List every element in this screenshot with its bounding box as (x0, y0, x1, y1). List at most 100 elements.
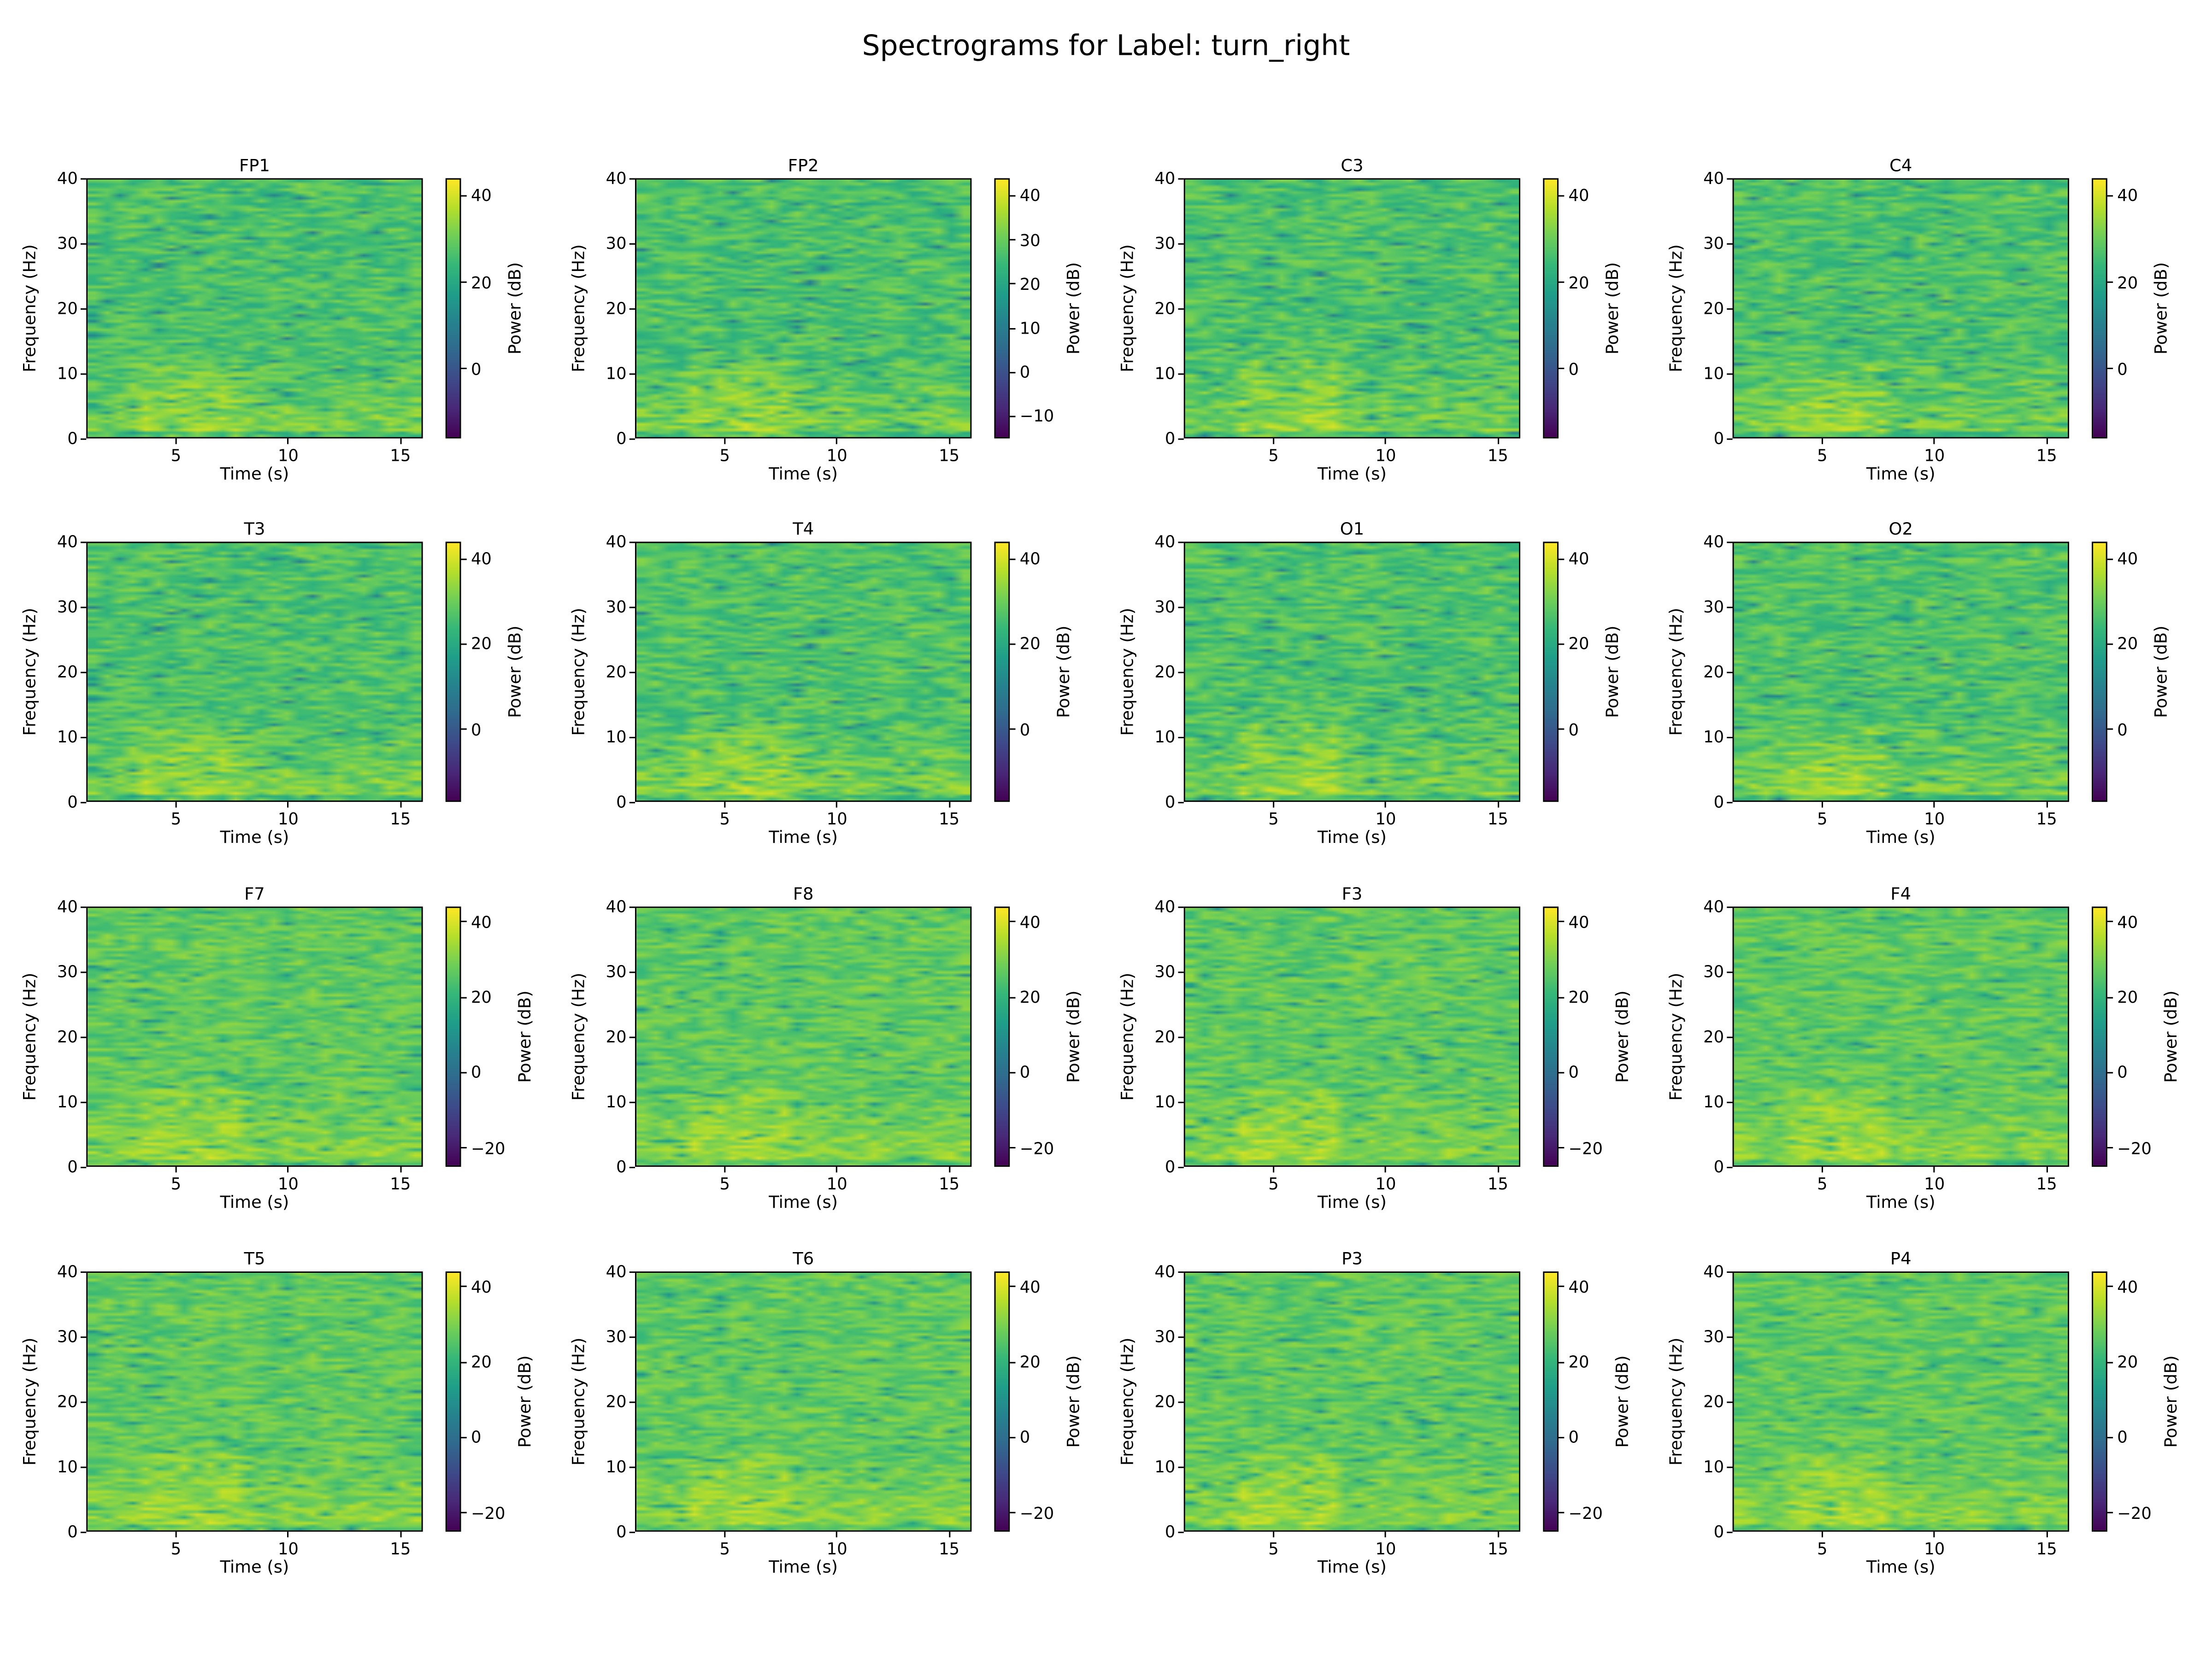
y-tick (1178, 437, 1184, 439)
colorbar-label: Power (dB) (1602, 625, 1623, 718)
colorbar (2092, 906, 2107, 1167)
x-tick-label: 15 (390, 445, 411, 465)
colorbar-tick-label: 20 (1019, 274, 1041, 294)
colorbar-tick (1559, 194, 1565, 196)
colorbar-tick (1010, 996, 1016, 998)
spectrogram-image (88, 543, 422, 801)
y-tick-label: 30 (1703, 961, 1724, 982)
colorbar-tick (461, 194, 467, 196)
spectrogram-image (636, 1273, 971, 1530)
panel-title: T3 (244, 519, 265, 539)
colorbar (994, 1271, 1010, 1532)
colorbar-tick-label: 40 (1019, 186, 1041, 206)
y-tick-label: 0 (1165, 1522, 1176, 1542)
y-tick-label: 20 (1703, 1027, 1724, 1047)
x-tick-label: 10 (277, 809, 299, 829)
x-tick (1497, 438, 1499, 444)
colorbar (1543, 906, 1559, 1167)
y-tick (629, 1531, 635, 1533)
colorbar-tick-label: 0 (471, 1427, 482, 1447)
y-tick (1727, 971, 1733, 972)
x-axis-label: Time (s) (1866, 1192, 1936, 1212)
panel-title: P3 (1341, 1248, 1363, 1269)
colorbar-tick-label: 20 (1568, 1352, 1589, 1372)
x-tick-label: 15 (390, 1174, 411, 1194)
colorbar-label: Power (dB) (1612, 1355, 1632, 1448)
y-axis-label: Frequency (Hz) (568, 972, 588, 1101)
y-tick-label: 30 (1154, 961, 1176, 982)
colorbar (445, 541, 461, 802)
colorbar-tick-label: 0 (2117, 359, 2128, 379)
colorbar-tick (1010, 643, 1016, 645)
y-tick (1727, 307, 1733, 309)
x-tick (287, 1531, 289, 1538)
y-axis-label: Frequency (Hz) (1117, 1337, 1137, 1466)
x-tick-label: 5 (171, 1539, 182, 1559)
spectrogram-image (1185, 908, 1519, 1165)
x-tick (1272, 802, 1275, 808)
y-tick-label: 10 (1154, 1457, 1176, 1477)
x-tick-label: 15 (2036, 1539, 2057, 1559)
colorbar-label: Power (dB) (1053, 625, 1074, 718)
y-tick (1178, 1166, 1184, 1168)
panel-title: F8 (793, 884, 814, 904)
y-tick (1178, 801, 1184, 803)
colorbar-tick-label: 10 (1019, 318, 1041, 338)
x-tick-label: 10 (277, 445, 299, 465)
colorbar-label: Power (dB) (515, 1355, 535, 1448)
y-tick (1178, 671, 1184, 673)
y-tick (629, 1166, 635, 1168)
colorbar-tick (1559, 1071, 1565, 1073)
y-tick (1178, 1531, 1184, 1533)
x-tick (1934, 438, 1936, 444)
y-tick (629, 1101, 635, 1103)
colorbar-tick-label: 20 (1568, 987, 1589, 1007)
colorbar-tick-label: 40 (471, 912, 492, 932)
y-tick-label: 20 (1154, 1391, 1176, 1412)
x-tick-label: 10 (826, 1174, 847, 1194)
x-tick-label: 10 (1375, 1539, 1396, 1559)
x-tick (948, 438, 950, 444)
spectrogram-image (1185, 1273, 1519, 1530)
y-axis-label: Frequency (Hz) (1666, 1337, 1686, 1466)
colorbar (2092, 1271, 2107, 1532)
colorbar-tick-label: 0 (471, 719, 482, 740)
y-tick-label: 40 (1703, 168, 1724, 188)
colorbar-label: Power (dB) (1063, 262, 1083, 355)
colorbar-tick-label: 20 (1019, 1352, 1041, 1372)
y-tick-label: 20 (57, 298, 78, 318)
y-tick-label: 30 (57, 1326, 78, 1347)
spectrogram-axes-FP2 (635, 178, 972, 439)
y-tick (80, 1531, 87, 1533)
y-tick (80, 242, 87, 244)
x-axis-label: Time (s) (1866, 1557, 1936, 1577)
y-tick-label: 20 (57, 1391, 78, 1412)
x-axis-label: Time (s) (1318, 1192, 1387, 1212)
spectrogram-axes-T3 (86, 541, 423, 802)
y-tick (629, 1271, 635, 1272)
y-tick-label: 10 (606, 727, 627, 747)
y-tick-label: 10 (1703, 727, 1724, 747)
colorbar-label: Power (dB) (2151, 625, 2171, 718)
spectrogram-axes-F8 (635, 906, 972, 1167)
y-tick (629, 906, 635, 907)
x-tick-label: 10 (1924, 1539, 1945, 1559)
y-tick-label: 10 (606, 363, 627, 383)
x-axis-label: Time (s) (1318, 1557, 1387, 1577)
x-axis-label: Time (s) (769, 1192, 838, 1212)
x-tick (2046, 802, 2047, 808)
spectrogram-axes-C3 (1183, 178, 1521, 439)
y-tick (1727, 801, 1733, 803)
panel-title: FP2 (788, 155, 819, 176)
y-tick (1178, 1466, 1184, 1468)
colorbar-tick (1559, 1436, 1565, 1438)
y-tick (1178, 372, 1184, 374)
y-tick-label: 10 (57, 1457, 78, 1477)
colorbar (1543, 541, 1559, 802)
colorbar-tick (461, 921, 467, 923)
colorbar-tick (2107, 1286, 2113, 1288)
y-tick-label: 0 (67, 1157, 78, 1177)
x-tick (287, 802, 289, 808)
y-tick (629, 1036, 635, 1038)
